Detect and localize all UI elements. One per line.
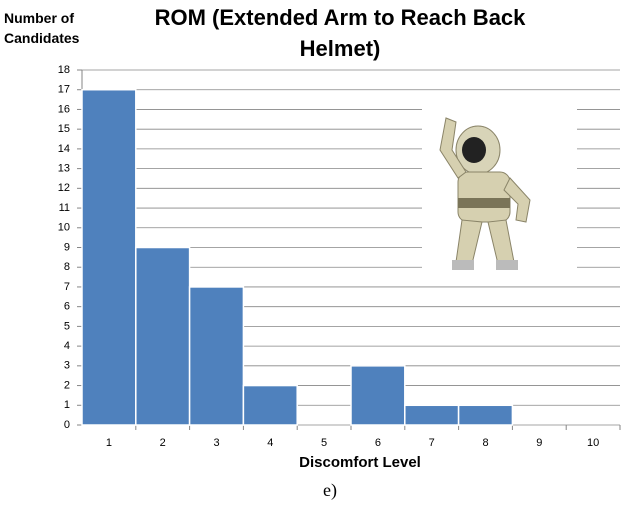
y-tick-label: 15	[58, 123, 70, 135]
y-tick-label: 16	[58, 103, 70, 115]
x-tick-label: 6	[375, 437, 381, 449]
bar	[81, 88, 137, 426]
bar	[404, 404, 460, 426]
x-tick-label: 10	[587, 437, 599, 449]
x-tick-label: 8	[482, 437, 488, 449]
y-tick-label: 11	[59, 202, 70, 214]
y-tick-label: 9	[64, 241, 70, 253]
y-tick-label: 13	[58, 163, 70, 175]
chart-title: ROM (Extended Arm to Reach Back Helmet)	[154, 5, 526, 61]
caption: e)	[323, 480, 337, 500]
x-tick-label: 1	[106, 437, 112, 449]
y-tick-label: 12	[58, 182, 70, 194]
y-tick-label: 5	[64, 320, 70, 332]
x-tick-label: 2	[160, 437, 166, 449]
bars	[81, 88, 514, 426]
bar	[242, 384, 298, 426]
y-tick-label: 17	[58, 84, 70, 96]
y-tick-label: 2	[64, 379, 70, 391]
y-tick-label: 6	[64, 301, 70, 313]
y-tick-label: 8	[64, 261, 70, 273]
x-tick-label: 9	[536, 437, 542, 449]
y-tick-label: 18	[58, 64, 70, 76]
astronaut-picture	[422, 108, 577, 280]
y-tick-label: 10	[58, 222, 70, 234]
x-tick-label: 3	[213, 437, 219, 449]
x-axis-label: Discomfort Level	[299, 454, 421, 471]
y-tick-label: 7	[64, 281, 70, 293]
y-tick-label: 4	[64, 340, 70, 352]
bar	[188, 286, 245, 426]
x-tick-label: 5	[321, 437, 327, 449]
x-tick-label: 4	[267, 437, 273, 449]
y-tick-label: 0	[64, 419, 70, 431]
y-tick-label: 14	[58, 143, 70, 155]
y-tick-label: 1	[64, 399, 70, 411]
y-tick-label: 3	[64, 360, 70, 372]
x-tick-label: 7	[429, 437, 435, 449]
y-axis-label: Number of Candidates	[4, 10, 80, 46]
bar	[457, 404, 514, 426]
bar	[350, 365, 406, 426]
bar	[135, 246, 191, 426]
